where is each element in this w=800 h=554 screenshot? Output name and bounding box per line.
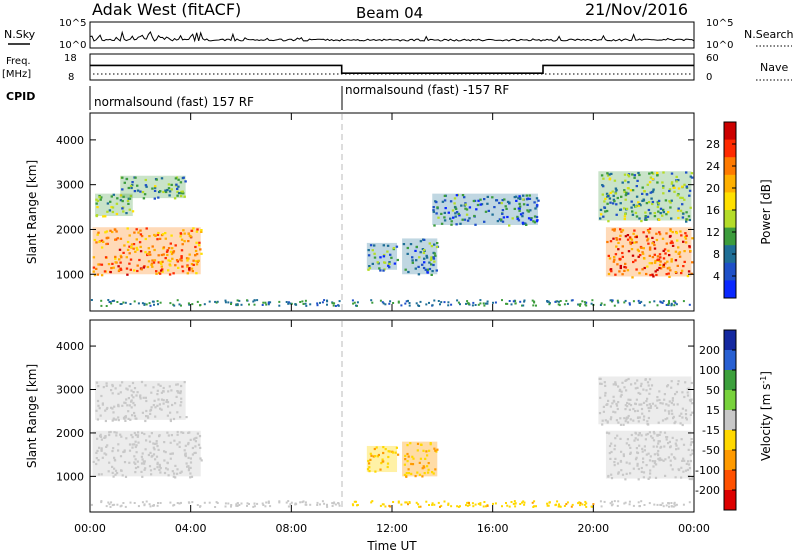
time-x-axis: 00:00 04:00 08:00 12:00 16:00 20:00 00:00	[74, 113, 710, 535]
velocity-colorbar-swatch-2	[724, 370, 736, 391]
nave-tick-top: 60	[706, 53, 719, 64]
power-region-2	[120, 175, 186, 199]
velocity-colorbar-tick-1: 100	[699, 364, 720, 377]
velocity-colorbar-tick-3: 15	[706, 404, 720, 417]
power-colorbar-swatch-8	[724, 262, 736, 281]
power-colorbar: 28 24 20 16 12 8 4	[706, 121, 737, 299]
power-panel	[89, 112, 695, 312]
velocity-colorbar-swatch-1	[724, 350, 736, 371]
nsearch-label: N.Search	[744, 28, 794, 41]
power-colorbar-tick-3: 16	[706, 204, 720, 217]
velocity-colorbar-swatch-7	[724, 470, 736, 491]
cpid-row: CPID normalsound (fast) 157 RF normalsou…	[6, 83, 509, 110]
nsearch-tick-bottom: 10^0	[706, 40, 733, 51]
velocity-colorbar-label: Velocity [m s-1]	[759, 371, 773, 461]
power-colorbar-label: Power [dB]	[759, 179, 773, 244]
velocity-colorbar: 200 100 50 15 -15 -50 -100 -200	[695, 329, 737, 511]
power-colorbar-swatch-4	[724, 192, 736, 211]
power-colorbar-swatch-3	[724, 174, 736, 193]
power-colorbar-tick-0: 28	[706, 138, 720, 151]
xtick-2: 08:00	[275, 522, 307, 535]
velocity-ytick-3: 1000	[56, 470, 84, 483]
power-colorbar-swatch-5	[724, 210, 736, 229]
freq-tick-bottom: 8	[68, 72, 74, 83]
cpid-segment-2: normalsound (fast) -157 RF	[345, 83, 509, 97]
date-title: 21/Nov/2016	[585, 0, 688, 19]
power-ytick-2: 2000	[56, 223, 84, 236]
velocity-colorbar-swatch-5	[724, 430, 736, 451]
velocity-colorbar-tick-0: 200	[699, 344, 720, 357]
velocity-colorbar-swatch-0	[724, 330, 736, 351]
velocity-colorbar-swatch-3	[724, 390, 736, 411]
nave-tick-bottom: 0	[706, 72, 712, 83]
velocity-colorbar-tick-4: -15	[702, 424, 720, 437]
power-colorbar-tick-4: 12	[706, 226, 720, 239]
power-colorbar-swatch-9	[724, 280, 736, 299]
velocity-panel	[89, 319, 695, 513]
xtick-3: 12:00	[376, 522, 408, 535]
velocity-ylabel: Slant Range [km]	[25, 364, 39, 468]
power-region-3	[366, 242, 398, 270]
nave-label: Nave	[760, 61, 788, 74]
power-ylabel: Slant Range [km]	[25, 160, 39, 264]
velocity-colorbar-tick-5: -50	[702, 444, 720, 457]
power-region-6	[605, 227, 692, 277]
velocity-ytick-1: 3000	[56, 384, 84, 397]
velocity-region-1	[95, 380, 186, 420]
cpid-label: CPID	[6, 90, 35, 103]
station-title: Adak West (fitACF)	[92, 0, 241, 19]
xtick-6: 00:00	[678, 522, 710, 535]
freq-tick-top: 18	[64, 53, 77, 64]
power-ytick-0: 4000	[56, 134, 84, 147]
freq-label-2: [MHz]	[2, 69, 31, 80]
power-colorbar-swatch-1	[724, 139, 736, 158]
velocity-ytick-2: 2000	[56, 427, 84, 440]
power-ytick-3: 1000	[56, 268, 84, 281]
xtick-4: 16:00	[477, 522, 509, 535]
xtick-1: 04:00	[175, 522, 207, 535]
freq-trace	[90, 64, 694, 74]
power-colorbar-swatch-2	[724, 157, 736, 176]
nsky-trace	[89, 30, 695, 45]
power-colorbar-swatch-0	[724, 122, 736, 141]
velocity-colorbar-swatch-4	[724, 410, 736, 431]
velocity-colorbar-tick-6: -100	[695, 464, 720, 477]
velocity-region-3	[402, 441, 438, 477]
power-colorbar-tick-6: 4	[713, 270, 720, 283]
velocity-colorbar-swatch-8	[724, 490, 736, 511]
velocity-colorbar-swatch-6	[724, 450, 736, 471]
power-colorbar-swatch-6	[724, 227, 736, 246]
velocity-y-axis: 4000 3000 2000 1000	[56, 340, 694, 483]
beam-title: Beam 04	[356, 4, 423, 22]
freq-label-1: Freq.	[6, 56, 31, 67]
cpid-segment-1: normalsound (fast) 157 RF	[94, 95, 254, 109]
nsky-tick-bottom: 10^0	[59, 40, 86, 51]
power-colorbar-tick-2: 20	[706, 182, 720, 195]
xtick-0: 00:00	[74, 522, 106, 535]
nsky-label: N.Sky	[4, 28, 36, 41]
power-colorbar-swatch-7	[724, 245, 736, 264]
freq-strip: Freq. [MHz] 18 8 60 0 Nave	[2, 53, 792, 83]
velocity-colorbar-tick-2: 50	[706, 384, 720, 397]
power-ytick-1: 3000	[56, 179, 84, 192]
power-colorbar-tick-5: 8	[713, 248, 720, 261]
velocity-ytick-0: 4000	[56, 340, 84, 353]
nsky-tick-top: 10^5	[59, 18, 86, 29]
nsearch-tick-top: 10^5	[706, 18, 733, 29]
nsky-strip: N.Sky 10^5 10^0 10^5 10^0 N.Search	[4, 18, 794, 51]
velocity-colorbar-tick-7: -200	[695, 484, 720, 497]
xlabel: Time UT	[366, 539, 417, 553]
power-colorbar-tick-1: 24	[706, 160, 720, 173]
power-y-axis: 4000 3000 2000 1000	[56, 134, 694, 281]
xtick-5: 20:00	[577, 522, 609, 535]
velocity-region-0	[92, 430, 201, 477]
